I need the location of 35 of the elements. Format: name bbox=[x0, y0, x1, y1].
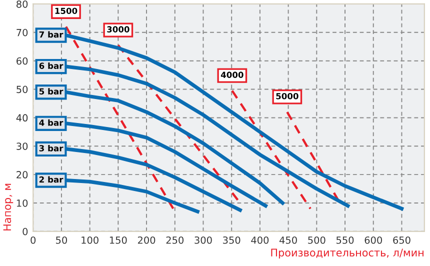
x-tick-label: 200 bbox=[138, 236, 156, 244]
x-tick-label: 650 bbox=[393, 236, 410, 244]
y-axis-title: Напор, м bbox=[3, 184, 14, 230]
series-label: 3000 bbox=[107, 26, 130, 32]
series-label: 1500 bbox=[55, 8, 78, 14]
y-tick-label: 50 bbox=[16, 86, 28, 94]
series-label: 4000 bbox=[220, 72, 244, 78]
series-label: 6 bar bbox=[39, 62, 64, 69]
series-label: 2 bar bbox=[39, 176, 64, 183]
x-tick-label: 400 bbox=[251, 236, 269, 244]
series-label: 3 bar bbox=[39, 144, 64, 152]
x-axis-title: Производительность, л/мин bbox=[271, 248, 424, 259]
y-tick-label: 60 bbox=[16, 57, 28, 65]
x-tick-label: 350 bbox=[223, 236, 240, 244]
y-tick-label: 20 bbox=[16, 171, 28, 178]
x-tick-label: 100 bbox=[82, 236, 98, 244]
x-tick-label: 150 bbox=[110, 236, 127, 244]
x-tick-label: 600 bbox=[364, 236, 382, 244]
x-tick-label: 300 bbox=[194, 236, 212, 244]
series-label: 5 bar bbox=[39, 88, 64, 95]
series-label: 4 bar bbox=[39, 119, 64, 126]
y-tick-label: 40 bbox=[16, 114, 28, 122]
y-tick-label: 30 bbox=[16, 142, 28, 150]
y-tick-label: 10 bbox=[16, 199, 28, 207]
x-tick-label: 50 bbox=[56, 236, 68, 244]
x-tick-label: 450 bbox=[280, 236, 297, 244]
x-tick-label: 500 bbox=[308, 236, 326, 244]
x-tick-label: 250 bbox=[166, 236, 184, 244]
y-tick-label: 70 bbox=[16, 28, 28, 36]
series-label: 7 bar bbox=[39, 31, 64, 38]
series-label: 5000 bbox=[276, 92, 298, 100]
y-tick-label: 80 bbox=[16, 0, 28, 8]
x-tick-label: 550 bbox=[336, 236, 354, 244]
x-tick-label: 0 bbox=[30, 236, 36, 244]
y-tick-label: 0 bbox=[22, 228, 28, 236]
